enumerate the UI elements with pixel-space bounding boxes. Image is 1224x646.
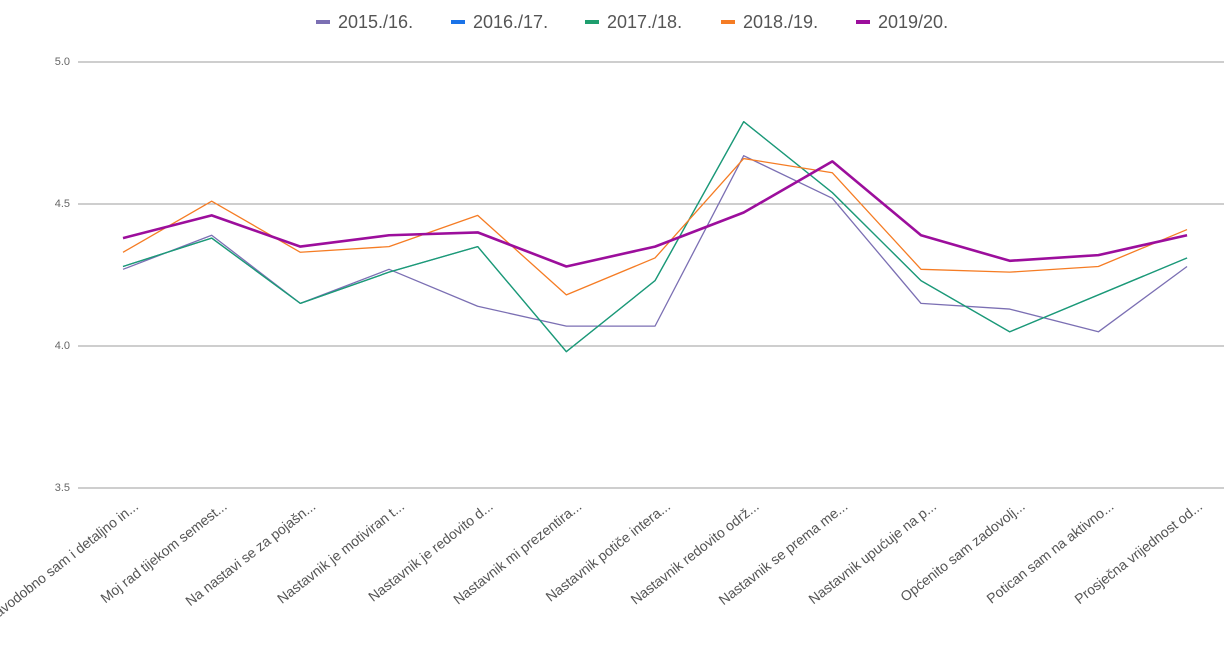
legend-swatch xyxy=(856,20,870,24)
x-tick-label: Pravodobno sam i detaljno in... xyxy=(0,498,141,629)
legend-label: 2019/20. xyxy=(878,12,948,32)
y-tick-label: 3.5 xyxy=(55,482,70,494)
legend-label: 2015./16. xyxy=(338,12,413,32)
series-line xyxy=(122,160,1188,268)
y-tick-label: 5.0 xyxy=(55,56,70,68)
y-tick-label: 4.5 xyxy=(55,198,70,210)
legend-swatch xyxy=(585,20,599,24)
legend-swatch xyxy=(316,20,330,24)
y-tick-label: 4.0 xyxy=(55,340,70,352)
legend-label: 2016./17. xyxy=(473,12,548,32)
legend-swatch xyxy=(721,20,735,24)
series-line xyxy=(122,155,1188,333)
series-line xyxy=(122,120,1188,353)
series-line xyxy=(122,120,1188,353)
legend-label: 2018./19. xyxy=(743,12,818,32)
legend-swatch xyxy=(451,20,465,24)
legend-label: 2017./18. xyxy=(607,12,682,32)
series-line xyxy=(122,157,1188,296)
